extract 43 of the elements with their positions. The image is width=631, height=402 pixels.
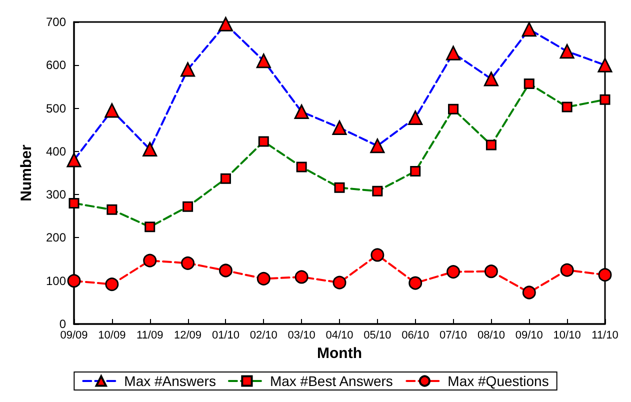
point — [560, 263, 574, 277]
x-tick-label: 03/10 — [288, 330, 316, 342]
x-tick-label: 01/10 — [212, 330, 240, 342]
point — [408, 276, 422, 290]
y-tick-label: 700 — [46, 15, 66, 29]
point — [67, 274, 81, 288]
point — [181, 256, 195, 270]
x-tick-label: 12/09 — [174, 330, 202, 342]
x-tick-label: 11/09 — [136, 330, 164, 342]
legend-label: Max #Answers — [124, 373, 216, 389]
point — [218, 264, 232, 278]
y-tick-label: 0 — [59, 317, 66, 331]
y-tick-label: 100 — [46, 274, 66, 288]
x-tick-label: 02/10 — [250, 330, 278, 342]
point — [598, 268, 612, 282]
x-tick-label: 09/10 — [515, 330, 543, 342]
y-tick-label: 500 — [46, 101, 66, 116]
legend-label: Max #Questions — [448, 373, 549, 389]
x-tick-label: 07/10 — [440, 330, 468, 342]
x-axis-title: Month — [317, 345, 362, 362]
point — [294, 270, 308, 284]
point — [105, 278, 119, 292]
x-tick-label: 05/10 — [364, 330, 392, 342]
point — [332, 276, 346, 290]
y-tick-label: 200 — [46, 230, 66, 245]
point — [446, 265, 460, 279]
x-tick-label: 10/09 — [98, 330, 126, 342]
point — [143, 254, 157, 268]
x-tick-label: 11/10 — [592, 330, 618, 342]
x-tick-label: 10/10 — [553, 330, 581, 342]
point — [256, 272, 270, 286]
x-tick-label: 04/10 — [326, 330, 354, 342]
point — [370, 248, 384, 262]
point — [484, 264, 498, 278]
point — [522, 286, 536, 300]
x-tick-label: 09/09 — [60, 330, 88, 342]
y-tick-label: 400 — [46, 144, 66, 158]
x-tick-label: 06/10 — [402, 330, 430, 342]
y-tick-label: 300 — [46, 188, 66, 202]
x-tick-label: 08/10 — [477, 330, 505, 342]
legend-label: Max #Best Answers — [270, 373, 393, 389]
y-axis-title: Number — [18, 144, 35, 202]
y-tick-label: 600 — [46, 58, 66, 72]
